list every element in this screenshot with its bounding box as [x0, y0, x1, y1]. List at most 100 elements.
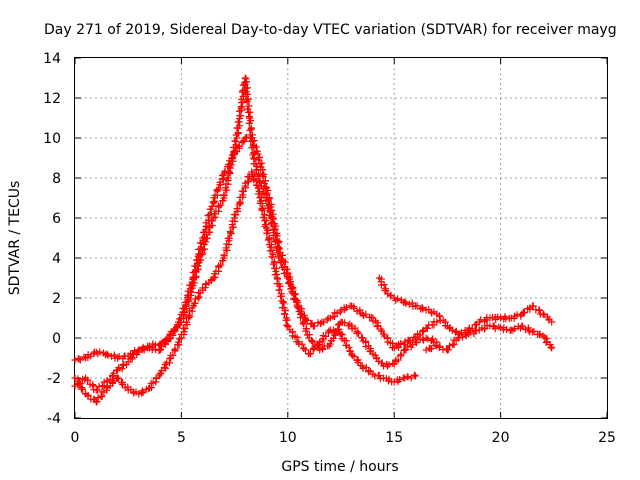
data-point — [513, 311, 521, 319]
data-point — [180, 328, 188, 336]
data-point — [181, 298, 189, 306]
data-point — [241, 74, 249, 82]
data-point — [418, 304, 426, 312]
data-point — [218, 171, 226, 179]
data-point — [397, 350, 405, 358]
data-point — [548, 344, 556, 352]
data-point — [304, 316, 312, 324]
x-tick-label: 5 — [177, 430, 186, 446]
data-point — [410, 371, 418, 379]
data-point — [404, 342, 412, 350]
data-point — [394, 295, 402, 303]
data-point — [76, 380, 84, 388]
data-point — [446, 342, 454, 350]
data-point — [211, 197, 219, 205]
y-axis-label: SDTVAR / TECUs — [7, 181, 23, 296]
x-tick-label: 0 — [71, 430, 80, 446]
data-point — [378, 359, 386, 367]
data-point — [355, 329, 363, 337]
data-point — [383, 362, 391, 370]
data-point — [84, 391, 92, 399]
data-point — [264, 196, 272, 204]
data-point — [283, 265, 291, 273]
data-point — [310, 344, 318, 352]
data-point — [358, 334, 366, 342]
data-point — [332, 327, 340, 335]
x-tick-label: 15 — [385, 430, 403, 446]
data-point — [337, 330, 345, 338]
data-point — [310, 322, 318, 330]
data-point — [261, 222, 269, 230]
data-point — [115, 375, 123, 383]
data-point — [171, 325, 179, 333]
data-point — [422, 346, 430, 354]
data-point — [272, 232, 280, 240]
data-point — [329, 334, 337, 342]
data-point — [255, 156, 263, 164]
y-tick-label: 0 — [52, 331, 61, 347]
data-point — [233, 205, 241, 213]
data-point — [259, 172, 267, 180]
data-point — [402, 345, 410, 353]
data-point — [226, 228, 234, 236]
data-point — [274, 243, 282, 251]
data-point — [511, 325, 519, 333]
data-point — [268, 247, 276, 255]
data-point — [309, 338, 317, 346]
y-tick-label: 2 — [52, 291, 61, 307]
data-point — [217, 261, 225, 269]
data-point — [326, 340, 334, 348]
data-point — [282, 316, 290, 324]
data-point — [131, 347, 139, 355]
data-point — [413, 339, 421, 347]
data-point — [322, 332, 330, 340]
data-point — [530, 327, 538, 335]
data-point — [209, 198, 217, 206]
data-point — [263, 229, 271, 237]
data-point — [300, 344, 308, 352]
data-point — [287, 280, 295, 288]
y-tick-label: 12 — [43, 91, 61, 107]
data-point — [413, 302, 421, 310]
data-point — [213, 186, 221, 194]
grid — [75, 58, 607, 418]
data-point — [433, 318, 441, 326]
data-point — [274, 239, 282, 247]
data-point — [187, 281, 195, 289]
data-point — [494, 313, 502, 321]
data-point — [244, 90, 252, 98]
data-point — [341, 319, 349, 327]
data-point — [280, 310, 288, 318]
data-point — [258, 206, 266, 214]
data-point — [199, 234, 207, 242]
data-point — [171, 345, 179, 353]
y-tick-label: 4 — [52, 251, 61, 267]
data-point — [128, 354, 136, 362]
data-point — [529, 302, 537, 310]
data-point — [271, 226, 279, 234]
data-point — [225, 234, 233, 242]
data-point — [245, 177, 253, 185]
data-point — [408, 299, 416, 307]
data-point — [262, 216, 270, 224]
data-point — [308, 337, 316, 345]
data-point — [84, 376, 92, 384]
data-point — [436, 342, 444, 350]
data-point — [254, 150, 262, 158]
data-point — [386, 292, 394, 300]
data-point — [289, 284, 297, 292]
data-point — [249, 151, 257, 159]
y-tick-label: -4 — [47, 411, 61, 427]
data-point — [114, 374, 122, 382]
data-point — [300, 320, 308, 328]
data-point — [244, 84, 252, 92]
data-point — [317, 320, 325, 328]
data-point — [232, 137, 240, 145]
data-point — [118, 365, 126, 373]
data-point — [348, 325, 356, 333]
data-point — [350, 353, 358, 361]
data-point — [186, 313, 194, 321]
data-point — [259, 213, 267, 221]
data-point — [302, 327, 310, 335]
